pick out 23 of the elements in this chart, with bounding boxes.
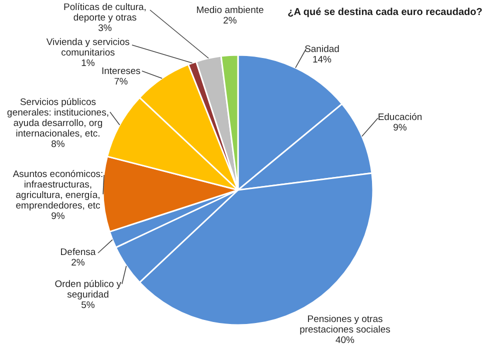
slice-label: Pensiones y otras prestaciones sociales — [300, 314, 391, 336]
data-label: 1% — [81, 58, 96, 69]
slice-label: Educación — [378, 112, 422, 123]
data-label: 7% — [114, 76, 128, 88]
data-label: 3% — [98, 23, 112, 34]
slice-label: Defensa — [60, 247, 96, 258]
slice-label: Asuntos económicos: infraestructuras, agricultura, energía, emprendedores, etc — [12, 169, 104, 212]
data-label: 5% — [81, 300, 96, 311]
slice-label: Orden público y seguridad — [54, 279, 122, 300]
data-label: 9% — [51, 211, 66, 222]
slice-label: Políticas de cultura, deporte y otras — [64, 2, 146, 24]
data-label: 9% — [393, 122, 408, 134]
data-label: 8% — [51, 139, 66, 150]
data-label: 40% — [335, 335, 356, 346]
slice-label: Vivienda y servicios comunitarios — [46, 37, 130, 58]
slice-label: Sanidad — [304, 44, 340, 55]
data-label: 2% — [71, 258, 86, 268]
chart-title: ¿A qué se destina cada euro recaudado? — [288, 7, 482, 18]
data-label: 14% — [312, 54, 332, 66]
slice-label: Intereses — [101, 66, 141, 77]
slice-label: Servicios públicos generales: instituciones, ayuda desarrollo, org internacionales, etc. — [7, 97, 109, 140]
data-label: 2% — [223, 16, 238, 26]
slice-label: Medio ambiente — [196, 5, 264, 16]
